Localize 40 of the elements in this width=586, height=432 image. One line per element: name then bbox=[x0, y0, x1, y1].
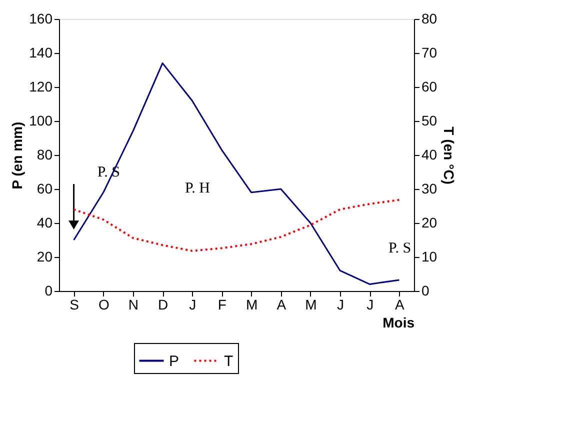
y2-tick-label: 30 bbox=[422, 180, 438, 196]
y2-tick-label: 60 bbox=[422, 78, 438, 94]
y2-axis-title: T (en °C) bbox=[441, 126, 458, 184]
x-tick-label: M bbox=[246, 296, 258, 312]
legend-label: P bbox=[169, 352, 180, 370]
y-axis-title: P (en mm) bbox=[9, 122, 26, 190]
x-tick-label: O bbox=[98, 296, 110, 312]
y2-tick-label: 40 bbox=[422, 146, 438, 162]
y-tick-label: 160 bbox=[29, 10, 53, 26]
x-tick-label: D bbox=[158, 296, 168, 312]
x-tick-label: A bbox=[395, 296, 406, 312]
x-tick-label: J bbox=[337, 296, 344, 312]
x-tick-label: J bbox=[189, 296, 196, 312]
x-tick-label: A bbox=[276, 296, 287, 312]
x-tick-label: F bbox=[218, 296, 226, 312]
x-axis-title: Mois bbox=[382, 314, 415, 330]
legend-label: T bbox=[224, 352, 234, 370]
x-tick-label: M bbox=[305, 296, 317, 312]
annotation: P. H bbox=[184, 180, 210, 197]
annotation: P. S bbox=[97, 164, 120, 180]
y-tick-label: 140 bbox=[29, 44, 53, 60]
y2-tick-label: 20 bbox=[422, 214, 438, 230]
annotation: P. S bbox=[388, 240, 412, 256]
y2-tick-label: 0 bbox=[422, 282, 430, 298]
y2-tick-label: 50 bbox=[422, 112, 438, 128]
y-tick-label: 80 bbox=[36, 146, 53, 162]
y2-tick-label: 10 bbox=[422, 248, 438, 264]
x-tick-label: S bbox=[70, 296, 79, 312]
y-tick-label: 0 bbox=[44, 282, 53, 298]
y-tick-label: 60 bbox=[36, 180, 53, 196]
line-series bbox=[72, 198, 400, 252]
x-tick-label: J bbox=[366, 296, 374, 312]
y-tick-label: 40 bbox=[36, 214, 53, 230]
y-tick-label: 20 bbox=[36, 248, 53, 264]
y-tick-label: 120 bbox=[29, 78, 53, 94]
y2-tick-label: 80 bbox=[422, 10, 438, 26]
y-tick-label: 100 bbox=[29, 112, 53, 128]
y2-tick-label: 70 bbox=[422, 44, 438, 60]
x-tick-label: N bbox=[128, 296, 139, 312]
line-series bbox=[73, 62, 400, 285]
